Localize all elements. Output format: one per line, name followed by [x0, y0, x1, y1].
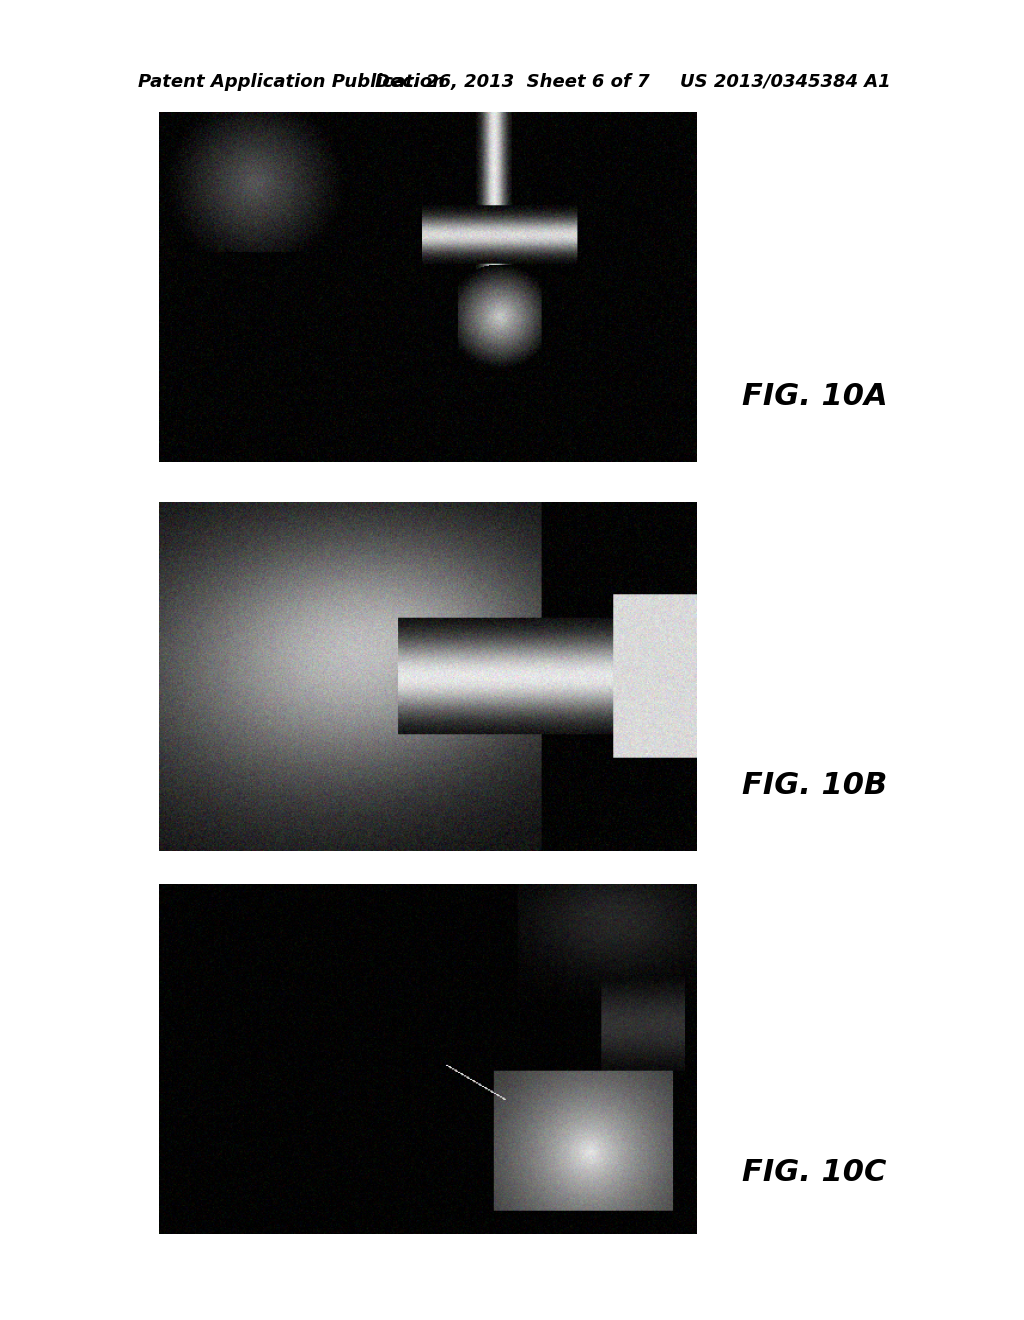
- Text: Dec. 26, 2013  Sheet 6 of 7: Dec. 26, 2013 Sheet 6 of 7: [375, 73, 649, 91]
- Text: Patent Application Publication: Patent Application Publication: [138, 73, 445, 91]
- Text: US 2013/0345384 A1: US 2013/0345384 A1: [680, 73, 891, 91]
- Text: FIG. 10B: FIG. 10B: [742, 771, 888, 800]
- Text: FIG. 10A: FIG. 10A: [742, 381, 888, 411]
- Text: FIG. 10C: FIG. 10C: [742, 1158, 887, 1187]
